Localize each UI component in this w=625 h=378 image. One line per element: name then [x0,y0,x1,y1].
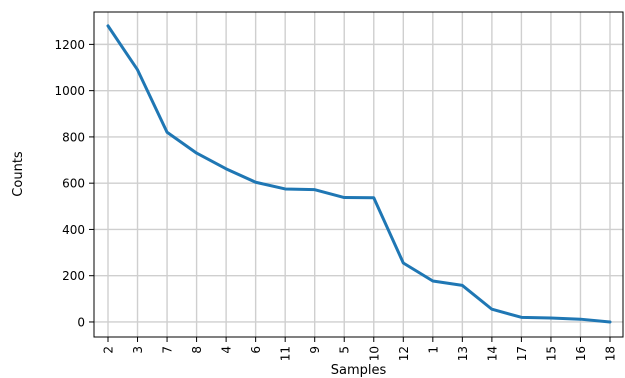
x-tick-label: 10 [367,346,381,361]
y-tick-label: 200 [62,269,85,283]
x-axis-title: Samples [331,363,387,378]
x-tick-label: 6 [249,346,263,354]
y-axis-title: Counts [11,151,26,197]
x-tick-label: 13 [456,346,470,361]
x-tick-label: 9 [308,346,322,354]
x-tick-label: 4 [220,346,234,354]
x-tick-label: 18 [604,346,618,361]
y-tick-label: 600 [62,177,85,191]
y-tick-label: 1000 [54,84,85,98]
x-tick-label: 14 [485,346,499,361]
y-tick-label: 1200 [54,38,85,52]
x-axis: 2 3 7 8 4 6 11 9 5 10 12 1 13 14 17 15 16 18 [102,337,618,361]
y-tick-label: 400 [62,223,85,237]
x-tick-label: 8 [190,346,204,354]
x-tick-label: 17 [515,346,529,361]
y-tick-label: 0 [77,315,85,329]
x-tick-label: 5 [338,346,352,354]
y-tick-label: 800 [62,130,85,144]
x-tick-label: 1 [426,346,440,354]
grid-layer [94,12,623,337]
x-tick-label: 16 [574,346,588,361]
series-line [106,24,612,324]
x-tick-label: 11 [279,346,293,361]
x-tick-label: 2 [102,346,116,354]
x-tick-label: 7 [161,346,175,354]
x-tick-label: 12 [397,346,411,361]
plot-frame [93,11,624,338]
x-tick-label: 3 [131,346,145,354]
x-tick-label: 15 [544,346,558,361]
y-axis: 0 200 400 600 800 1000 1200 [54,38,94,329]
